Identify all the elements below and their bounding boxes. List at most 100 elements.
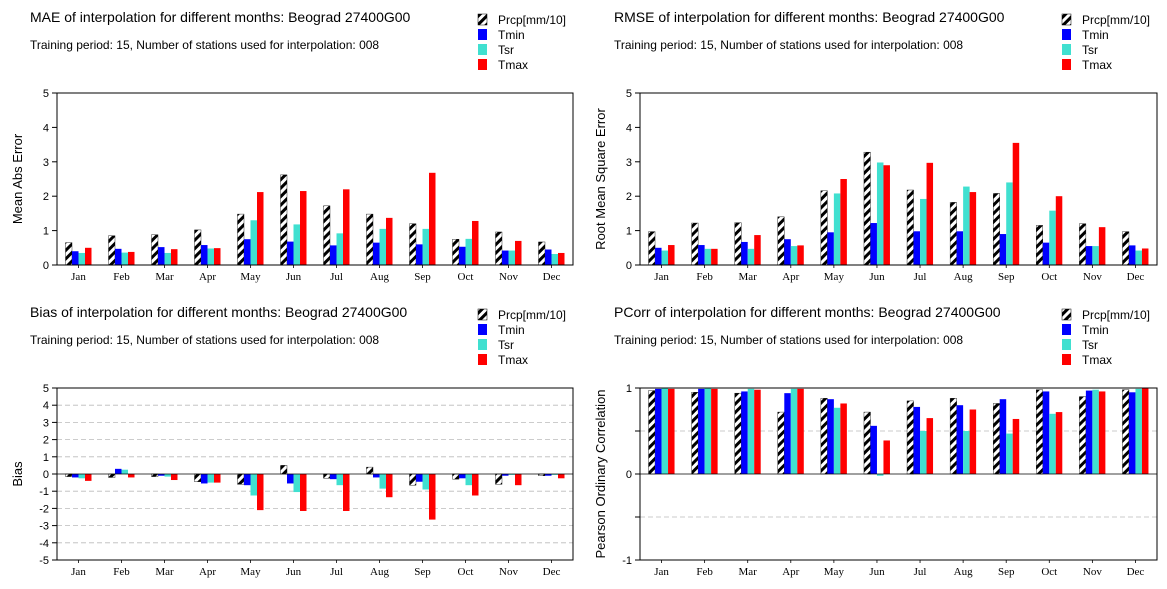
bar-prcp-mm--mar	[734, 222, 742, 266]
x-tick-label: Nov	[1083, 566, 1102, 578]
x-tick-label: Aug	[370, 566, 389, 578]
bar-tsr-mar	[747, 388, 755, 474]
bar-tmax-oct	[1055, 196, 1063, 265]
bar-tmax-oct	[472, 474, 479, 496]
x-tick-label: Oct	[458, 271, 474, 283]
bar-tmax-oct	[472, 220, 479, 265]
bar-tmin-aug	[956, 231, 964, 265]
bar-tmin-apr	[784, 393, 791, 474]
bar-tmax-aug	[969, 409, 977, 474]
bar-prcp-mm--apr	[777, 411, 785, 475]
bar-tmax-nov	[1098, 391, 1106, 474]
bar-prcp-mm--mar	[151, 234, 159, 266]
x-tick-label: Mar	[155, 271, 174, 283]
y-tick-label: 5	[43, 88, 49, 100]
bar-tsr-dec	[1135, 250, 1142, 265]
legend-swatch-tsr	[1062, 339, 1071, 350]
bar-prcp-mm--apr	[777, 216, 785, 266]
bar-tmin-jun	[870, 223, 877, 265]
x-tick-label: Jan	[654, 271, 669, 283]
bar-tmin-nov	[1085, 246, 1093, 265]
plot-frame	[639, 92, 1158, 266]
bar-tsr-aug	[963, 431, 970, 474]
legend-swatch-tmax	[478, 59, 487, 70]
bar-tmin-mar	[741, 241, 748, 265]
x-tick-label: Jan	[71, 271, 86, 283]
legend-label: Prcp[mm/10]	[498, 308, 566, 322]
x-tick-label: Aug	[954, 271, 973, 283]
bar-tmax-jun	[300, 191, 307, 265]
legend-label: Prcp[mm/10]	[498, 13, 566, 27]
bar-tmax-feb	[128, 474, 135, 478]
bar-tmax-feb	[711, 388, 718, 474]
legend-label: Tmax	[498, 58, 528, 72]
legend-label: Tsr	[1082, 338, 1098, 352]
bar-tsr-jul	[920, 431, 927, 474]
bar-tmin-jul	[913, 406, 921, 474]
x-tick-label: Nov	[499, 566, 518, 578]
bar-prcp-mm--oct	[1036, 389, 1043, 475]
bar-tsr-apr	[790, 388, 798, 474]
bar-tmax-aug	[969, 192, 977, 265]
bar-tmin-oct	[459, 246, 466, 265]
y-tick-label: 3	[626, 157, 632, 169]
x-tick-label: Apr	[782, 566, 799, 578]
bar-tmin-sep	[999, 234, 1007, 265]
y-tick-label: 2	[626, 191, 632, 203]
legend-swatch-tmin	[1062, 29, 1071, 40]
bar-tmax-may	[257, 192, 264, 265]
bar-tmax-nov	[515, 240, 522, 265]
bar-tmax-mar	[754, 235, 761, 265]
bar-tmin-jan	[72, 474, 79, 478]
legend-label: Tmin	[498, 28, 525, 42]
bar-tsr-apr	[790, 246, 798, 265]
bar-tmin-jan	[655, 247, 662, 265]
x-tick-label: Feb	[696, 566, 713, 578]
legend-label: Prcp[mm/10]	[1082, 13, 1150, 27]
bar-tmax-jan	[668, 388, 675, 474]
bar-tsr-nov	[1092, 389, 1099, 474]
x-tick-label: Jul	[330, 271, 343, 283]
x-tick-label: Jun	[869, 271, 885, 283]
y-tick-label: 4	[43, 122, 49, 134]
bar-tmax-nov	[1098, 227, 1106, 265]
x-tick-label: Dec	[1127, 566, 1145, 578]
bar-tsr-mar	[164, 252, 171, 265]
x-tick-label: Nov	[1083, 271, 1102, 283]
bar-tmin-dec	[1128, 392, 1136, 474]
y-tick-label: 0	[626, 469, 632, 481]
bar-tmax-mar	[171, 474, 178, 481]
bar-tsr-jun	[876, 162, 884, 265]
x-tick-label: May	[240, 271, 261, 283]
bar-tmin-nov	[502, 474, 509, 476]
bar-tmin-feb	[698, 388, 705, 474]
bar-tmax-mar	[171, 249, 178, 265]
bar-tmin-dec	[1128, 245, 1136, 265]
bar-prcp-mm--sep	[409, 223, 417, 266]
bar-prcp-mm--sep	[993, 403, 1000, 475]
x-tick-label: Oct	[1041, 566, 1057, 578]
plot-frame	[56, 92, 574, 266]
bar-prcp-mm--may	[820, 398, 828, 475]
bar-tmin-may	[827, 399, 834, 474]
bar-tsr-nov	[508, 250, 515, 265]
y-axis-label: Mean Abs Error	[10, 133, 25, 224]
legend-swatch-prcp-mm-	[477, 308, 488, 321]
bar-prcp-mm--nov	[495, 231, 503, 266]
bar-tmax-oct	[1055, 412, 1063, 474]
bar-prcp-mm--jul	[323, 473, 331, 479]
bar-tmin-feb	[115, 468, 122, 474]
bar-tsr-may	[250, 220, 257, 265]
bar-tmin-aug	[373, 242, 380, 265]
bar-tsr-dec	[551, 474, 558, 475]
bar-tsr-jan	[661, 250, 669, 265]
y-tick-label: 4	[626, 122, 632, 134]
bar-tmin-sep	[999, 399, 1007, 474]
bar-prcp-mm--oct	[452, 238, 460, 266]
chart-panel-3: Bias of interpolation for different mont…	[10, 304, 574, 578]
bar-tmax-dec	[1141, 248, 1149, 265]
bar-tsr-sep	[422, 228, 429, 265]
bar-tmin-jan	[655, 388, 662, 474]
bar-prcp-mm--feb	[108, 473, 116, 478]
